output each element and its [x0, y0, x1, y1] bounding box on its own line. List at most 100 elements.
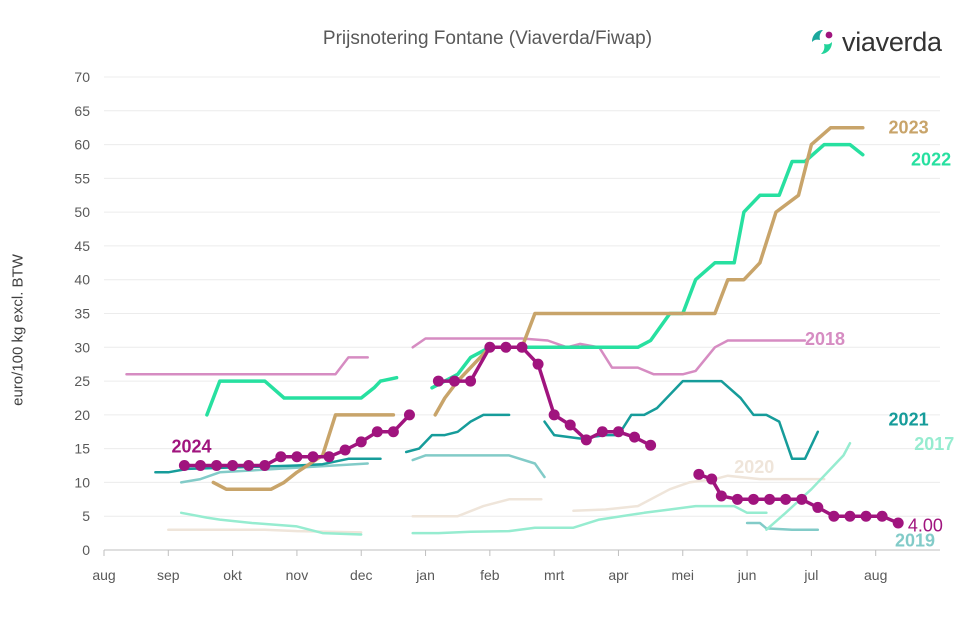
y-tick-label: 25 [74, 373, 90, 389]
x-tick-label: feb [480, 567, 500, 583]
data-point-2024 [764, 493, 776, 505]
series-line-2021 [543, 379, 820, 461]
data-point-2024 [275, 451, 287, 463]
x-tick-label: aug [92, 567, 115, 583]
data-point-2024 [211, 460, 223, 472]
series-line-2017 [411, 504, 768, 535]
series-label: 2022 [911, 149, 951, 169]
data-point-2024 [355, 436, 367, 448]
data-point-2024 [892, 517, 904, 529]
y-tick-label: 50 [74, 204, 90, 220]
data-point-2024 [564, 419, 576, 431]
x-tick-label: jul [803, 567, 818, 583]
data-point-2024 [484, 341, 496, 353]
data-point-2024 [876, 510, 888, 522]
data-point-2024 [612, 426, 624, 438]
x-tick-label: dec [350, 567, 373, 583]
viaverda-logo-icon [812, 30, 833, 54]
y-tick-label: 0 [82, 542, 90, 558]
data-point-2024 [291, 451, 303, 463]
data-point-2024 [828, 510, 840, 522]
series-label: 2017 [914, 434, 954, 454]
data-point-2024 [465, 375, 477, 387]
axes: 0 5 10 15 20 25 30 35 40 45 50 55 60 65 70 aug sep okt nov… [74, 69, 940, 583]
data-point-2024 [706, 473, 718, 485]
series-label: 2018 [805, 329, 845, 349]
series-line-2019 [411, 454, 546, 479]
series-label: 2023 [889, 118, 929, 138]
data-point-2024 [500, 341, 512, 353]
series-line-2020 [411, 498, 543, 518]
data-point-2024 [387, 426, 399, 438]
series-label: 2024 [172, 437, 212, 457]
data-point-2024 [844, 510, 856, 522]
series-line-2022 [205, 375, 399, 417]
data-point-2024 [194, 460, 206, 472]
series-label: 4.00 [908, 516, 943, 536]
data-point-2024 [812, 501, 824, 513]
y-tick-label: 55 [74, 170, 90, 186]
data-point-2024 [339, 444, 351, 456]
data-point-2024 [860, 510, 872, 522]
series-line-2019 [745, 521, 820, 531]
x-tick-label: mrt [544, 567, 564, 583]
y-tick-label: 35 [74, 306, 90, 322]
series-line-2021 [404, 413, 511, 454]
data-point-2024 [432, 375, 444, 387]
y-tick-label: 65 [74, 103, 90, 119]
y-tick-label: 15 [74, 441, 90, 457]
x-tick-label: jun [737, 567, 757, 583]
brand-name: viaverda [842, 26, 942, 57]
series-line-2017 [765, 441, 852, 531]
y-tick-label: 60 [74, 137, 90, 153]
data-point-2024 [548, 409, 560, 421]
series-line-2019 [179, 462, 369, 484]
series-label: 2021 [889, 410, 929, 430]
x-tick-label: sep [157, 567, 180, 583]
data-point-2024 [516, 341, 528, 353]
data-point-2024 [532, 358, 544, 370]
series-line-2023 [211, 413, 396, 491]
data-point-2024 [403, 409, 415, 421]
data-point-2024 [371, 426, 383, 438]
y-tick-label: 10 [74, 474, 90, 490]
data-point-2024 [731, 493, 743, 505]
data-point-2024 [178, 460, 190, 472]
data-point-2024 [580, 434, 592, 446]
series-line-2017 [179, 511, 363, 536]
data-point-2024 [243, 460, 255, 472]
series-lines [125, 125, 904, 536]
x-tick-label: aug [864, 567, 887, 583]
x-tick-label: apr [608, 567, 629, 583]
y-tick-label: 70 [74, 69, 90, 85]
y-tick-label: 5 [82, 508, 90, 524]
y-tick-label: 30 [74, 339, 90, 355]
y-tick-label: 20 [74, 407, 90, 423]
y-tick-label: 40 [74, 272, 90, 288]
series-line-2023 [433, 125, 865, 417]
x-tick-label: jan [415, 567, 435, 583]
data-point-2024 [323, 451, 335, 463]
data-point-2024 [715, 490, 727, 502]
data-point-2024 [645, 439, 657, 451]
data-point-2024 [227, 460, 239, 472]
brand-logo: viaverda [806, 24, 942, 60]
series-line-2020 [572, 474, 826, 513]
data-point-2024 [780, 493, 792, 505]
data-point-2024 [629, 431, 641, 443]
x-tick-label: okt [223, 567, 242, 583]
y-tick-label: 45 [74, 238, 90, 254]
data-point-2024 [448, 375, 460, 387]
series-line-2018 [125, 356, 369, 376]
data-point-2024 [693, 468, 705, 480]
series-line-2022 [430, 142, 865, 390]
series-line-2018 [411, 337, 807, 376]
x-tick-label: nov [286, 567, 309, 583]
data-point-2024 [748, 493, 760, 505]
x-tick-label: mei [671, 567, 694, 583]
data-point-2024 [596, 426, 608, 438]
data-point-2024 [307, 451, 319, 463]
